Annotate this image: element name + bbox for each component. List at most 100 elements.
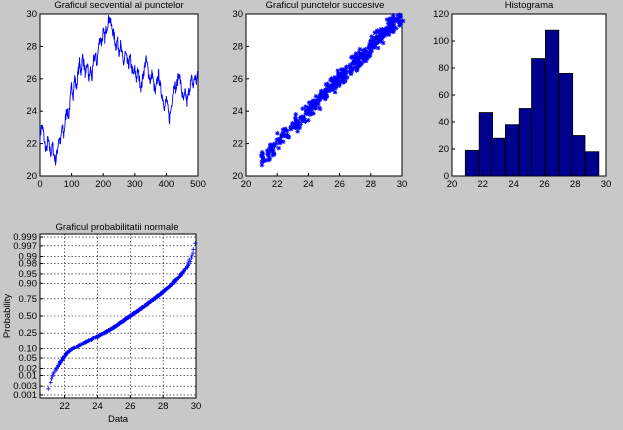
histogram-bar: [571, 135, 586, 177]
scatter-point: [336, 77, 342, 83]
ytick-label: 0: [444, 171, 449, 182]
scatter-point: [313, 106, 318, 111]
scatter-point: [376, 39, 381, 44]
ytick-label: 100: [433, 36, 449, 47]
scatter-point: [275, 130, 280, 136]
scatter-point: [337, 83, 342, 88]
scatter-point: [309, 106, 315, 112]
xtick-label: 0: [37, 179, 42, 190]
scatter-point: [364, 55, 370, 61]
scatter-point: [270, 148, 276, 154]
scatter-point: [360, 54, 366, 60]
scatter-point: [400, 18, 406, 24]
ytick-label: 30: [26, 9, 37, 20]
histogram-bar: [531, 58, 546, 177]
scatter-point: [329, 76, 335, 82]
ytick-label: 0.999: [13, 232, 37, 243]
scatter-point: [303, 104, 308, 109]
scatter-point: [323, 87, 328, 93]
probability-point: [48, 380, 53, 385]
scatter-point: [317, 97, 322, 103]
scatter-point: [273, 141, 279, 146]
scatter-point: [293, 122, 299, 127]
xtick-label: 400: [158, 179, 174, 190]
xtick-label: 30: [601, 179, 612, 190]
scatter-point: [332, 78, 338, 84]
xtick-label: 30: [397, 179, 408, 190]
subplot-successive: Graficul punctelor succesive 20 22 24 26 28 3…: [232, 0, 407, 190]
scatter-point: [291, 124, 296, 130]
scatter-point: [323, 91, 329, 97]
scatter-point: [290, 120, 295, 126]
histogram-bar: [545, 29, 560, 177]
scatter-point: [293, 116, 298, 122]
subplot-normal-probability: Graficul probabilitatii normale 22 24 26 28…: [2, 222, 201, 425]
scatter-point: [386, 32, 392, 38]
scatter-point: [316, 105, 322, 111]
ytick-label: 0.75: [19, 294, 38, 305]
ytick-label: 120: [433, 9, 449, 20]
scatter-point: [349, 67, 354, 73]
scatter-point: [264, 158, 270, 163]
title-histogram: Histograma: [505, 0, 554, 11]
xtick-label: 26: [539, 179, 550, 190]
xtick-label: 22: [478, 179, 489, 190]
scatter-point: [367, 41, 372, 47]
xtick-label: 20: [241, 179, 252, 190]
scatter-point: [371, 40, 377, 46]
probability-point: [191, 247, 196, 252]
scatter-point: [374, 34, 380, 39]
scatter-point: [370, 37, 376, 43]
scatter-point: [392, 19, 397, 25]
scatter-point: [380, 34, 385, 39]
scatter-point: [398, 14, 403, 20]
ylabel-normal-probability: Probability: [2, 294, 13, 339]
ytick-label: 60: [438, 90, 449, 101]
scatter-point: [385, 31, 390, 37]
scatter-point: [332, 89, 338, 95]
scatter-point: [276, 145, 282, 151]
scatter-point: [301, 118, 306, 123]
scatter-point: [293, 112, 299, 117]
probability-point: [46, 386, 51, 391]
axes-sequential: [39, 13, 199, 177]
ytick-label: 20: [232, 171, 243, 182]
ytick-label: 28: [26, 41, 37, 52]
scatter-point: [265, 151, 271, 156]
scatter-point: [395, 13, 401, 18]
subplot-sequential: Graficul secvential al punctelor 0 100 200…: [26, 0, 206, 190]
scatter-point: [382, 28, 387, 33]
histogram-bar: [491, 137, 506, 177]
scatter-point: [303, 110, 309, 116]
scatter-point: [348, 71, 354, 77]
scatter-point: [261, 158, 267, 163]
scatter-point: [308, 111, 314, 116]
scatter-point: [392, 25, 397, 30]
ytick-label: 26: [26, 74, 37, 85]
ytick-label: 0.90: [19, 278, 38, 289]
scatter-point: [389, 19, 395, 24]
scatter-point: [384, 17, 390, 22]
ytick-label: 0.10: [19, 344, 38, 355]
ytick-label: 28: [232, 41, 243, 52]
scatter-point: [377, 29, 383, 34]
xtick-label: 30: [191, 401, 202, 412]
scatter-point: [259, 159, 265, 165]
scatter-point: [367, 49, 373, 55]
scatter-point: [384, 25, 389, 31]
scatter-point: [259, 150, 265, 155]
scatter-point: [338, 67, 344, 72]
xtick-label: 200: [95, 179, 111, 190]
scatter-point: [339, 75, 345, 81]
xlabel-normal-probability: Data: [108, 414, 129, 425]
scatter-point: [260, 151, 266, 156]
scatter-point: [277, 136, 283, 142]
xtick-label: 24: [303, 179, 314, 190]
scatter-point: [341, 79, 346, 85]
scatter-point: [344, 75, 350, 80]
ytick-label: 22: [232, 139, 243, 150]
scatter-point: [288, 124, 294, 130]
scatter-point: [301, 116, 307, 121]
